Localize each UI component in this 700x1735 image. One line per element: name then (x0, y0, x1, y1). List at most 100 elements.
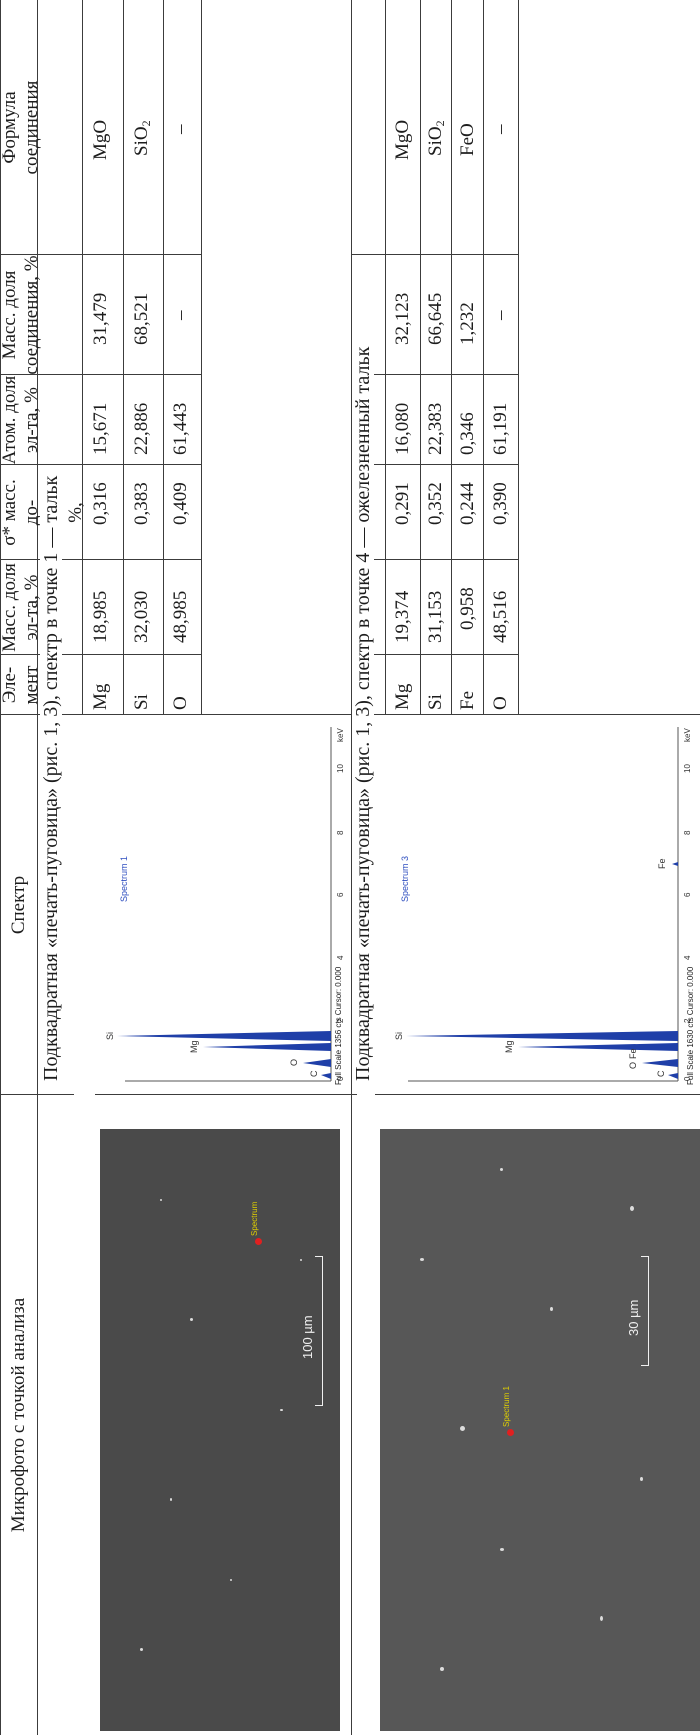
axis-unit: keV (336, 728, 345, 742)
cell-compound: – (490, 310, 511, 321)
cell-compound: 68,521 (131, 292, 152, 345)
analysis-point-marker (507, 1429, 514, 1436)
header-atom: Атом. доля эл-та, % (0, 375, 42, 465)
cell-element: Mg (90, 683, 111, 710)
spectrum-plot-1: Spectrum 1 C O Mg Si 0 2 4 6 8 10 keV Fu… (105, 727, 345, 1082)
mineral-speck (550, 1307, 553, 1311)
cell-atom: 22,886 (131, 402, 152, 455)
cell-compound: 32,123 (392, 292, 413, 345)
marker-label: Spectrum 1 (502, 1386, 511, 1427)
cell-element: Mg (392, 683, 413, 710)
tick-label: 6 (683, 892, 692, 897)
peak-O (642, 1059, 678, 1067)
cell-mass: 31,153 (425, 590, 446, 643)
micrograph-photo-2: Spectrum 1 30 µm (380, 1129, 700, 1731)
micrograph-photo-1: Spectrum 100 µm (100, 1129, 340, 1731)
cell-element: Si (425, 694, 446, 710)
mineral-speck (420, 1258, 424, 1261)
mineral-speck (160, 1199, 162, 1201)
cell-mass: 19,374 (392, 590, 413, 643)
cell-sigma: 0,291 (392, 482, 413, 525)
col-line (351, 464, 518, 465)
row-line (201, 0, 202, 715)
mineral-speck (140, 1648, 143, 1651)
tick-label: 8 (683, 830, 692, 835)
mineral-speck (640, 1477, 643, 1481)
row-line (163, 0, 164, 715)
mineral-speck (440, 1667, 444, 1671)
col-line (0, 714, 700, 715)
cell-formula: MgO (90, 119, 111, 160)
mineral-speck (630, 1206, 634, 1211)
cell-atom: 15,671 (90, 402, 111, 455)
peak-Mg (203, 1043, 331, 1051)
eds-spectrum-2: Spectrum 3 C O Fe Mg Si Fe 0 2 4 6 8 10 … (378, 719, 696, 1087)
cell-sigma: 0,244 (457, 482, 478, 525)
cell-element: O (170, 696, 191, 710)
peak-O (303, 1059, 331, 1067)
peak-C (321, 1073, 331, 1079)
peak-label: C (656, 1070, 666, 1077)
formula-subscript: 2 (139, 120, 153, 127)
cell-mass: 0,958 (457, 587, 478, 630)
col-line (351, 374, 518, 375)
tick-label: 0 (683, 1076, 692, 1081)
col-line (351, 254, 518, 255)
scale-bar-label: 100 µm (300, 1315, 315, 1359)
header-formula: Формула соединения (0, 80, 42, 175)
tick-label: 2 (683, 1018, 692, 1023)
row-line (82, 0, 83, 715)
col-line (351, 559, 518, 560)
eds-spectrum-1: Spectrum 1 C O Mg Si 0 2 4 6 8 10 keV Fu… (95, 719, 347, 1087)
peak-label: Si (105, 1032, 115, 1040)
peak-label: Mg (189, 1040, 199, 1053)
header-mass-compound: Масс. доля соединения, % (0, 255, 42, 375)
col-line (95, 1094, 357, 1095)
row-line (420, 0, 421, 715)
cell-formula: – (170, 124, 191, 135)
cell-element: O (490, 696, 511, 710)
cell-mass: 18,985 (90, 590, 111, 643)
cell-compound: 31,479 (90, 292, 111, 345)
tick-label: 4 (683, 955, 692, 960)
scale-bar-label: 30 µm (626, 1299, 641, 1336)
spectrum-footer: Full Scale 1356 cts Cursor: 0.000 (334, 966, 343, 1085)
marker-label: Spectrum (250, 1201, 259, 1236)
cell-element: Fe (457, 691, 478, 710)
row-line (385, 0, 386, 715)
section-title-1: Подквадратная «печать-пуговица» (рис. 1,… (40, 471, 62, 1085)
peak-label: O (289, 1059, 299, 1066)
tick-label: 8 (336, 830, 345, 835)
formula-subscript: 2 (433, 120, 447, 127)
col-line (351, 654, 518, 655)
cell-formula: SiO2 (425, 120, 451, 156)
spectrum-name: Spectrum 1 (119, 856, 129, 902)
cell-formula: MgO (392, 119, 413, 160)
peak-label: Fe (628, 1048, 638, 1059)
header-element: Эле-мент (0, 665, 42, 705)
header-mass-element: Масс. доля эл-та, % (0, 563, 42, 652)
peak-label: Si (394, 1032, 404, 1040)
spectrum-name: Spectrum 3 (400, 856, 410, 902)
cell-sigma: 0,409 (170, 482, 191, 525)
cell-atom: 16,080 (392, 402, 413, 455)
cell-formula: – (490, 124, 511, 135)
mineral-speck (170, 1498, 172, 1501)
cell-atom: 61,443 (170, 402, 191, 455)
row-line (451, 0, 452, 715)
row-line (123, 0, 124, 715)
cell-element: Si (131, 694, 152, 710)
mineral-speck (190, 1318, 193, 1321)
cell-compound: 66,645 (425, 292, 446, 345)
scale-bar-tick (315, 1256, 323, 1257)
header-micro: Микрофото с точкой анализа (8, 1297, 29, 1533)
mineral-speck (500, 1548, 504, 1551)
section-title-2: Подквадратная «печать-пуговица» (рис. 1,… (352, 342, 374, 1085)
cell-formula: FeO (457, 123, 478, 156)
header-spectrum: Спектр (8, 875, 29, 935)
cell-formula: SiO2 (131, 120, 157, 156)
cell-sigma: 0,383 (131, 482, 152, 525)
peak-label: C (309, 1070, 319, 1077)
axis-unit: keV (683, 728, 692, 742)
